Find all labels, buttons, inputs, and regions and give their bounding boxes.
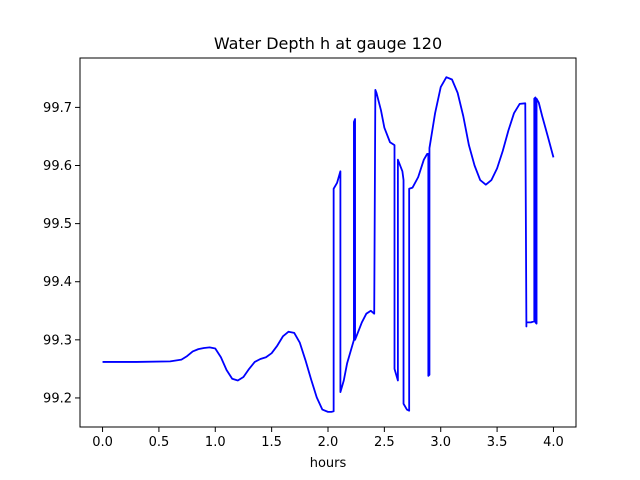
y-tick-label: 99.4 xyxy=(43,275,72,290)
x-tick-label: 0.5 xyxy=(149,435,170,450)
y-tick-label: 99.2 xyxy=(43,391,72,406)
x-axis: 0.0 0.5 1.0 1.5 2.0 2.5 3.0 3.5 4.0 xyxy=(92,427,564,450)
x-axis-label: hours xyxy=(310,456,347,471)
x-tick-label: 4.0 xyxy=(543,435,564,450)
series-line xyxy=(102,76,555,413)
chart-title: Water Depth h at gauge 120 xyxy=(214,34,442,53)
y-tick-label: 99.6 xyxy=(43,159,72,174)
x-tick-label: 0.0 xyxy=(92,435,113,450)
y-axis: 99.2 99.3 99.4 99.5 99.6 99.7 xyxy=(43,101,80,406)
x-tick-label: 1.5 xyxy=(261,435,282,450)
x-tick-label: 3.5 xyxy=(487,435,508,450)
x-tick-label: 2.0 xyxy=(318,435,339,450)
y-tick-label: 99.5 xyxy=(43,217,72,232)
plot-background xyxy=(80,58,576,427)
y-tick-label: 99.3 xyxy=(43,333,72,348)
x-tick-label: 1.0 xyxy=(205,435,226,450)
plot-area xyxy=(79,57,577,428)
x-tick-label: 2.5 xyxy=(374,435,395,450)
y-tick-label: 99.7 xyxy=(43,101,72,116)
x-tick-label: 3.0 xyxy=(430,435,451,450)
